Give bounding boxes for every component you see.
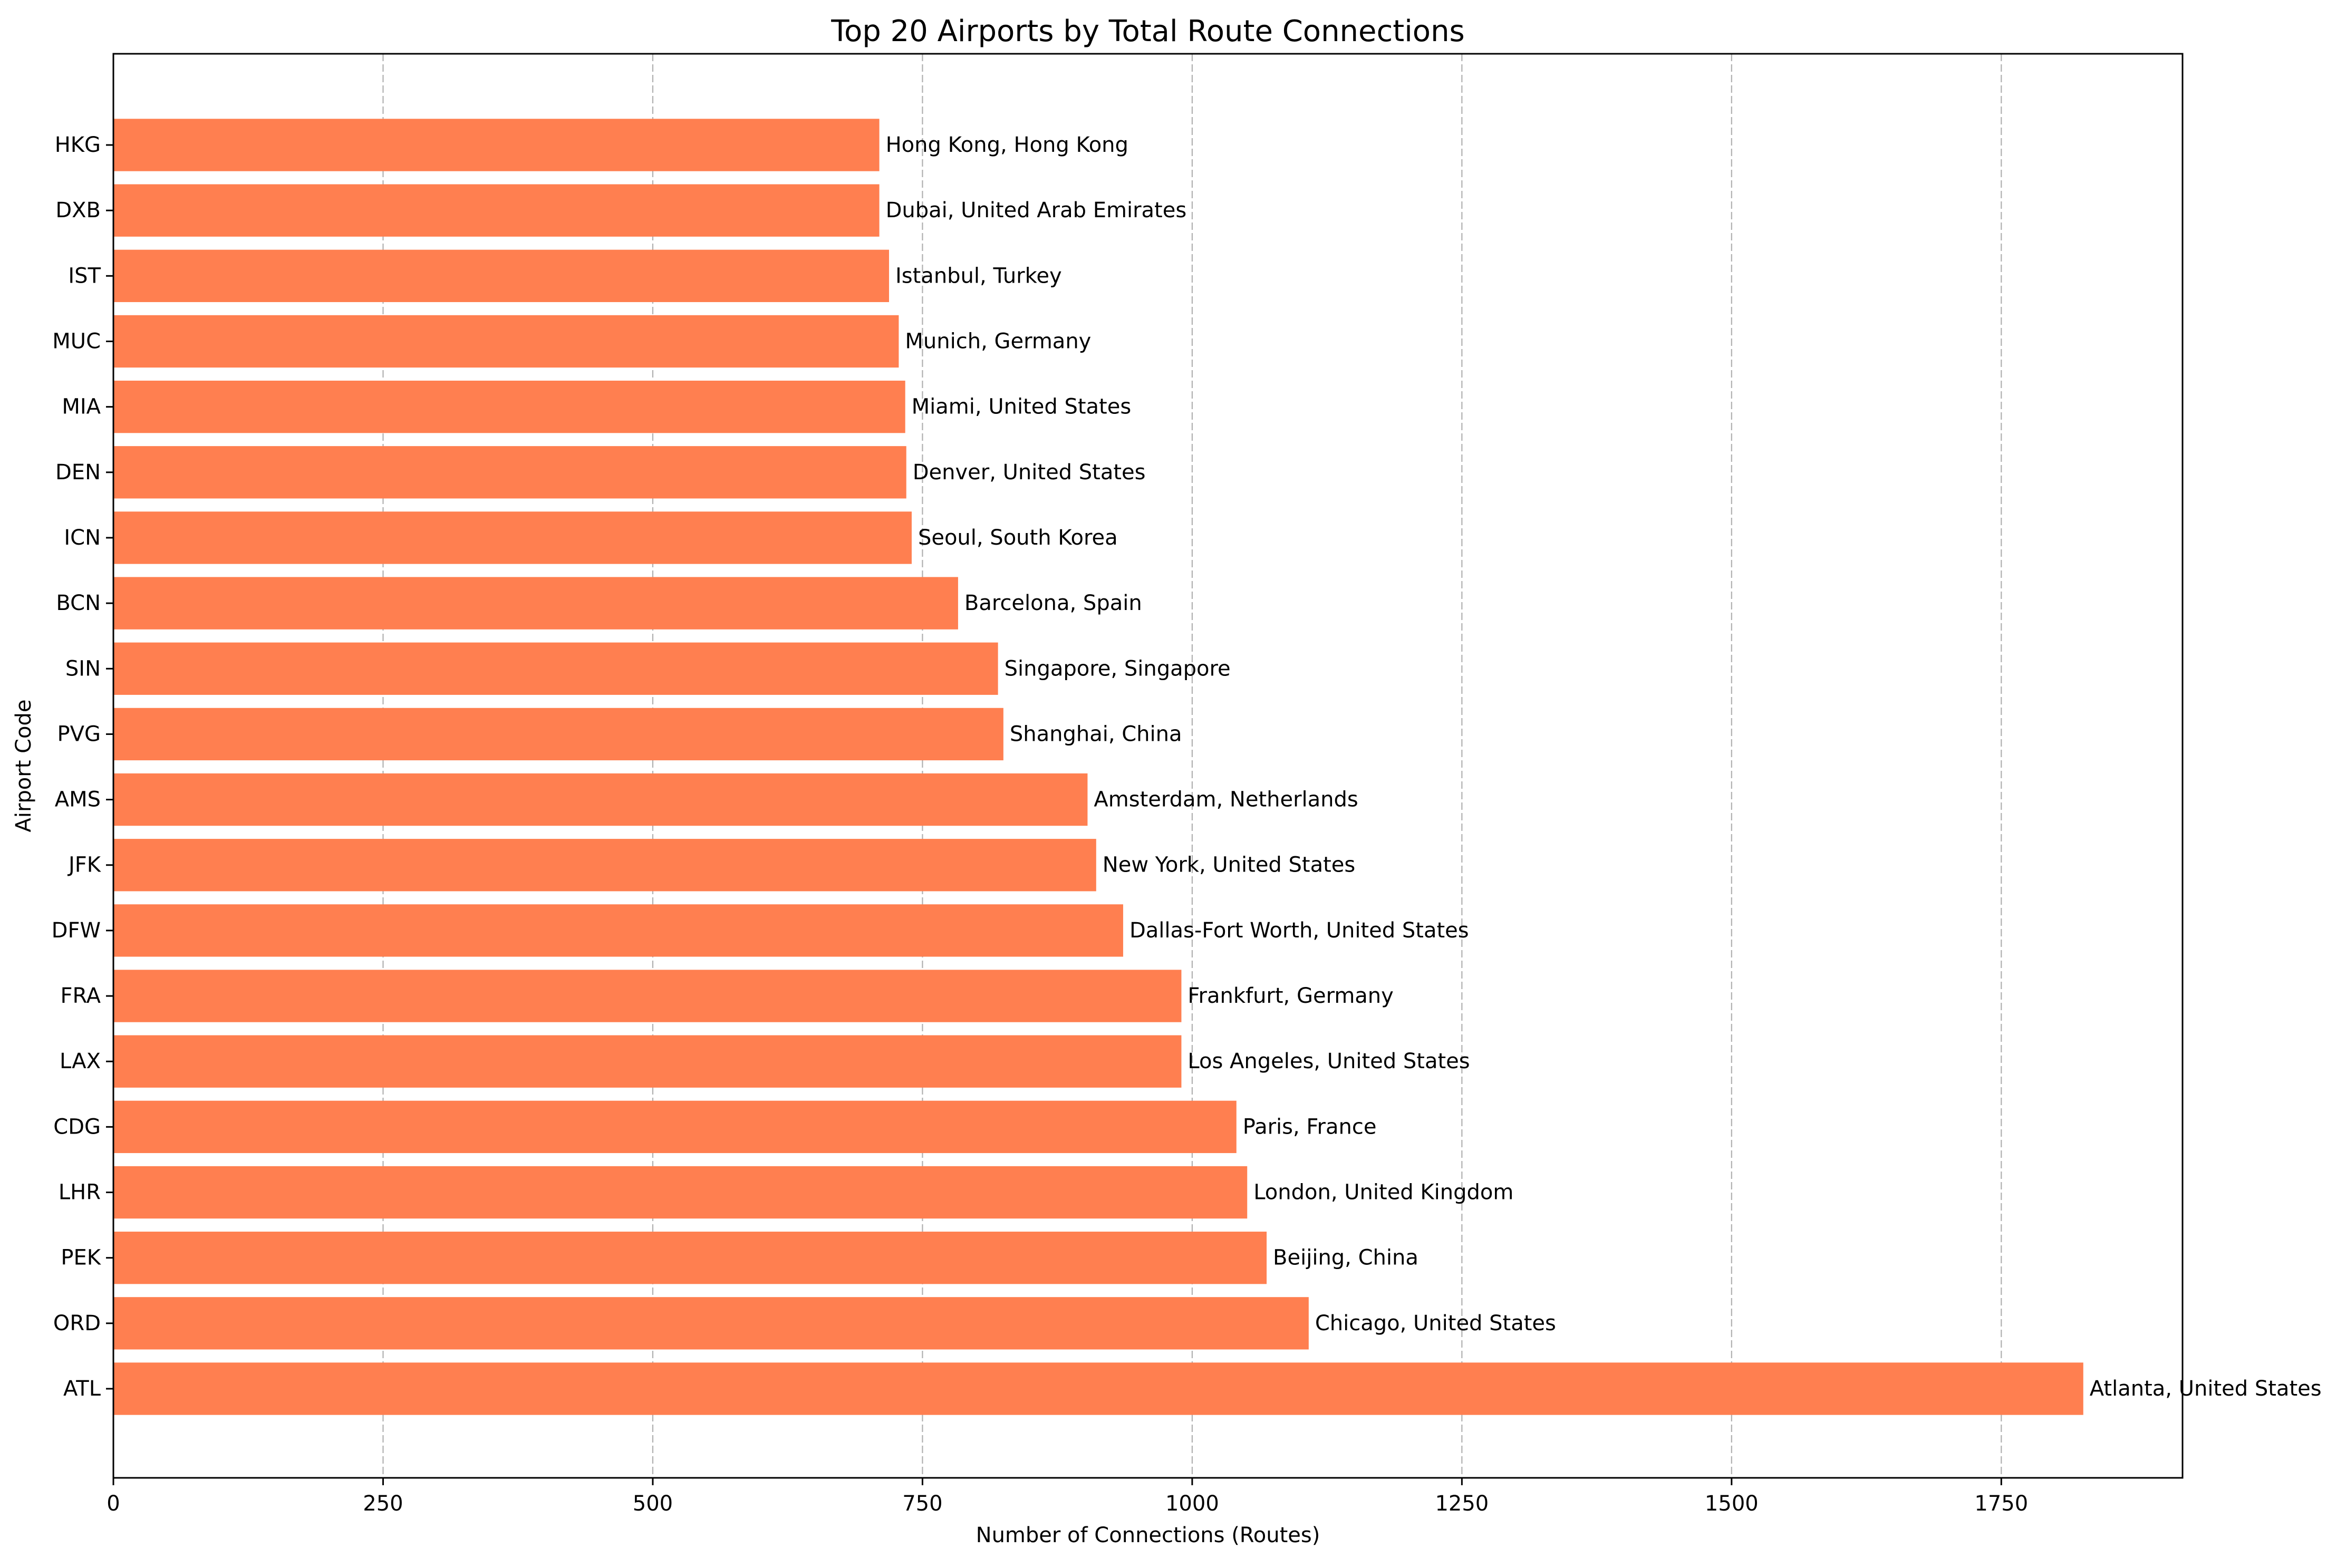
y-tick-label-mia: MIA [62,395,101,419]
x-axis-ticks: 0 250 500 750 1000 1250 1500 1750 [107,1478,2028,1516]
y-tick-label-pvg: PVG [57,722,101,746]
bar-lhr [113,1166,1248,1219]
bar-dfw [113,904,1123,957]
y-tick-label-dxb: DXB [55,198,101,222]
bar-den [113,446,906,499]
bar-ord [113,1297,1309,1350]
bar-label-atl: Atlanta, United States [2090,1377,2322,1401]
x-tick-label-1000: 1000 [1165,1492,1219,1516]
bar-label-dxb: Dubai, United Arab Emirates [886,198,1187,222]
y-tick-label-hkg: HKG [55,133,101,157]
bar-atl [113,1362,2083,1415]
bar-label-ord: Chicago, United States [1315,1311,1556,1335]
bar-label-pvg: Shanghai, China [1010,722,1182,746]
bar-label-lhr: London, United Kingdom [1253,1180,1513,1205]
x-tick-label-750: 750 [902,1492,942,1516]
bar-hkg [113,119,880,171]
y-tick-label-lax: LAX [60,1049,101,1073]
plot-frame [112,53,2184,1479]
y-tick-label-dfw: DFW [52,918,101,943]
bar-label-mia: Miami, United States [912,395,1132,419]
y-tick-label-cdg: CDG [53,1115,101,1139]
x-tick-label-0: 0 [107,1492,120,1516]
bar-label-ams: Amsterdam, Netherlands [1094,788,1358,812]
x-tick-label-250: 250 [363,1492,403,1516]
y-tick-label-icn: ICN [64,526,101,550]
x-tick-label-1500: 1500 [1705,1492,1759,1516]
bar-bcn [113,577,958,630]
y-tick-label-atl: ATL [63,1377,101,1401]
bar-labels: Atlanta, United States Chicago, United St… [886,133,2322,1401]
bar-sin [113,642,998,695]
bar-label-muc: Munich, Germany [905,329,1091,353]
bar-ams [113,773,1088,826]
x-tick-label-500: 500 [633,1492,673,1516]
bar-label-fra: Frankfurt, Germany [1188,984,1393,1008]
bar-label-dfw: Dallas-Fort Worth, United States [1129,918,1469,943]
y-tick-label-ams: AMS [55,788,101,812]
bar-label-bcn: Barcelona, Spain [964,591,1142,615]
bar-lax [113,1035,1182,1088]
y-tick-label-muc: MUC [52,329,101,353]
y-tick-label-pek: PEK [61,1246,101,1270]
y-tick-label-den: DEN [55,460,101,485]
bars [113,119,2083,1415]
y-tick-label-jfk: JFK [67,853,102,877]
bar-pvg [113,708,1003,761]
bar-jfk [113,839,1096,892]
bar-pek [113,1232,1267,1284]
x-tick-label-1250: 1250 [1435,1492,1489,1516]
bar-label-jfk: New York, United States [1103,853,1355,877]
bar-muc [113,315,899,368]
bar-dxb [113,184,880,237]
bar-label-hkg: Hong Kong, Hong Kong [886,133,1128,157]
bar-cdg [113,1100,1237,1154]
bar-label-icn: Seoul, South Korea [918,526,1118,550]
bar-label-ist: Istanbul, Turkey [895,264,1062,288]
bar-fra [113,970,1182,1022]
bar-label-den: Denver, United States [913,460,1146,485]
bar-label-sin: Singapore, Singapore [1005,656,1231,681]
bar-ist [113,249,889,302]
x-tick-label-1750: 1750 [1974,1492,2028,1516]
bar-label-lax: Los Angeles, United States [1188,1049,1470,1073]
x-axis-label: Number of Connections (Routes) [976,1523,1320,1547]
y-axis-ticks: ATL ORD PEK LHR CDG LAX FRA DFW JFK AMS PVG SIN BCN I… [52,133,113,1401]
bar-label-cdg: Paris, France [1243,1115,1377,1139]
y-tick-label-lhr: LHR [59,1180,101,1205]
bar-label-pek: Beijing, China [1273,1246,1418,1270]
y-tick-label-ord: ORD [53,1311,101,1335]
bar-mia [113,380,905,433]
y-tick-label-fra: FRA [60,984,101,1008]
y-axis-label: Airport Code [12,699,36,832]
y-tick-label-sin: SIN [65,656,101,681]
bar-icn [113,511,912,564]
y-tick-label-ist: IST [68,264,101,288]
y-tick-label-bcn: BCN [56,591,101,615]
chart-title: Top 20 Airports by Total Route Connectio… [831,14,1464,49]
